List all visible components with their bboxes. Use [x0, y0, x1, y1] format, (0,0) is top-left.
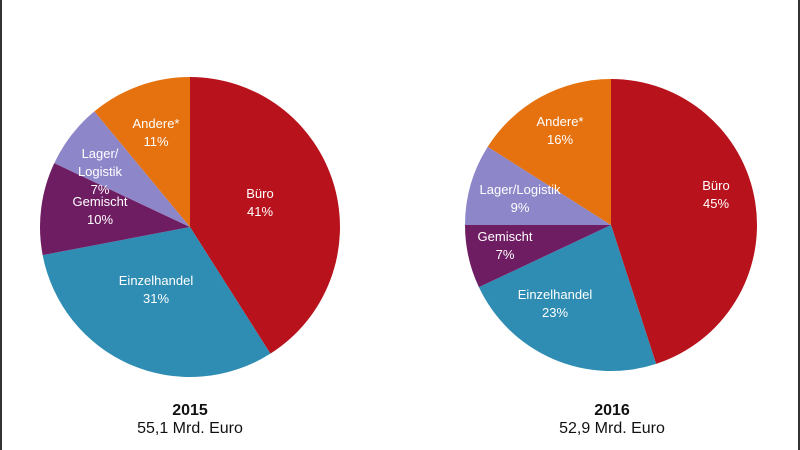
data-label: 11%: [143, 134, 168, 149]
data-label: 41%: [247, 204, 273, 219]
data-label: 31%: [143, 291, 169, 306]
data-label: 10%: [87, 212, 113, 227]
data-label: 9%: [511, 200, 530, 215]
slice-label: Gemischt: [478, 229, 533, 244]
slice-label: Büro: [246, 186, 273, 201]
data-label: 16%: [547, 132, 573, 147]
pie-title: 2016: [594, 402, 630, 419]
pie-slice: [190, 77, 341, 354]
data-label: 45%: [703, 196, 729, 211]
slice-label: Gemischt: [73, 194, 128, 209]
pie-slice: [94, 77, 190, 227]
slice-label: Lager/: [82, 146, 119, 161]
caption-2016: 2016 52,9 Mrd. Euro: [512, 402, 712, 438]
pie-subtitle: 52,9 Mrd. Euro: [559, 420, 665, 437]
slice-label: Büro: [702, 178, 729, 193]
slice-label: Andere*: [537, 114, 584, 129]
pie-title: 2015: [172, 402, 208, 419]
slice-label: Lager/Logistik: [480, 182, 561, 197]
slice-label: Logistik: [78, 164, 123, 179]
pie-slice: [465, 146, 611, 225]
pie-slice: [42, 227, 271, 377]
data-label: 7%: [496, 247, 515, 262]
pie-slice: [611, 79, 757, 364]
slice-label: Andere*: [133, 116, 180, 131]
pie-slice: [478, 225, 657, 371]
caption-2015: 2015 55,1 Mrd. Euro: [90, 402, 290, 438]
slice-label: Einzelhandel: [518, 287, 593, 302]
data-label: 23%: [542, 305, 568, 320]
pie-slice: [465, 225, 611, 288]
pie-subtitle: 55,1 Mrd. Euro: [137, 420, 243, 437]
pie-slice: [487, 79, 611, 225]
pie-slice: [40, 163, 190, 256]
data-label: 7%: [91, 182, 110, 197]
pie-slice: [54, 111, 191, 227]
slice-label: Einzelhandel: [119, 273, 194, 288]
